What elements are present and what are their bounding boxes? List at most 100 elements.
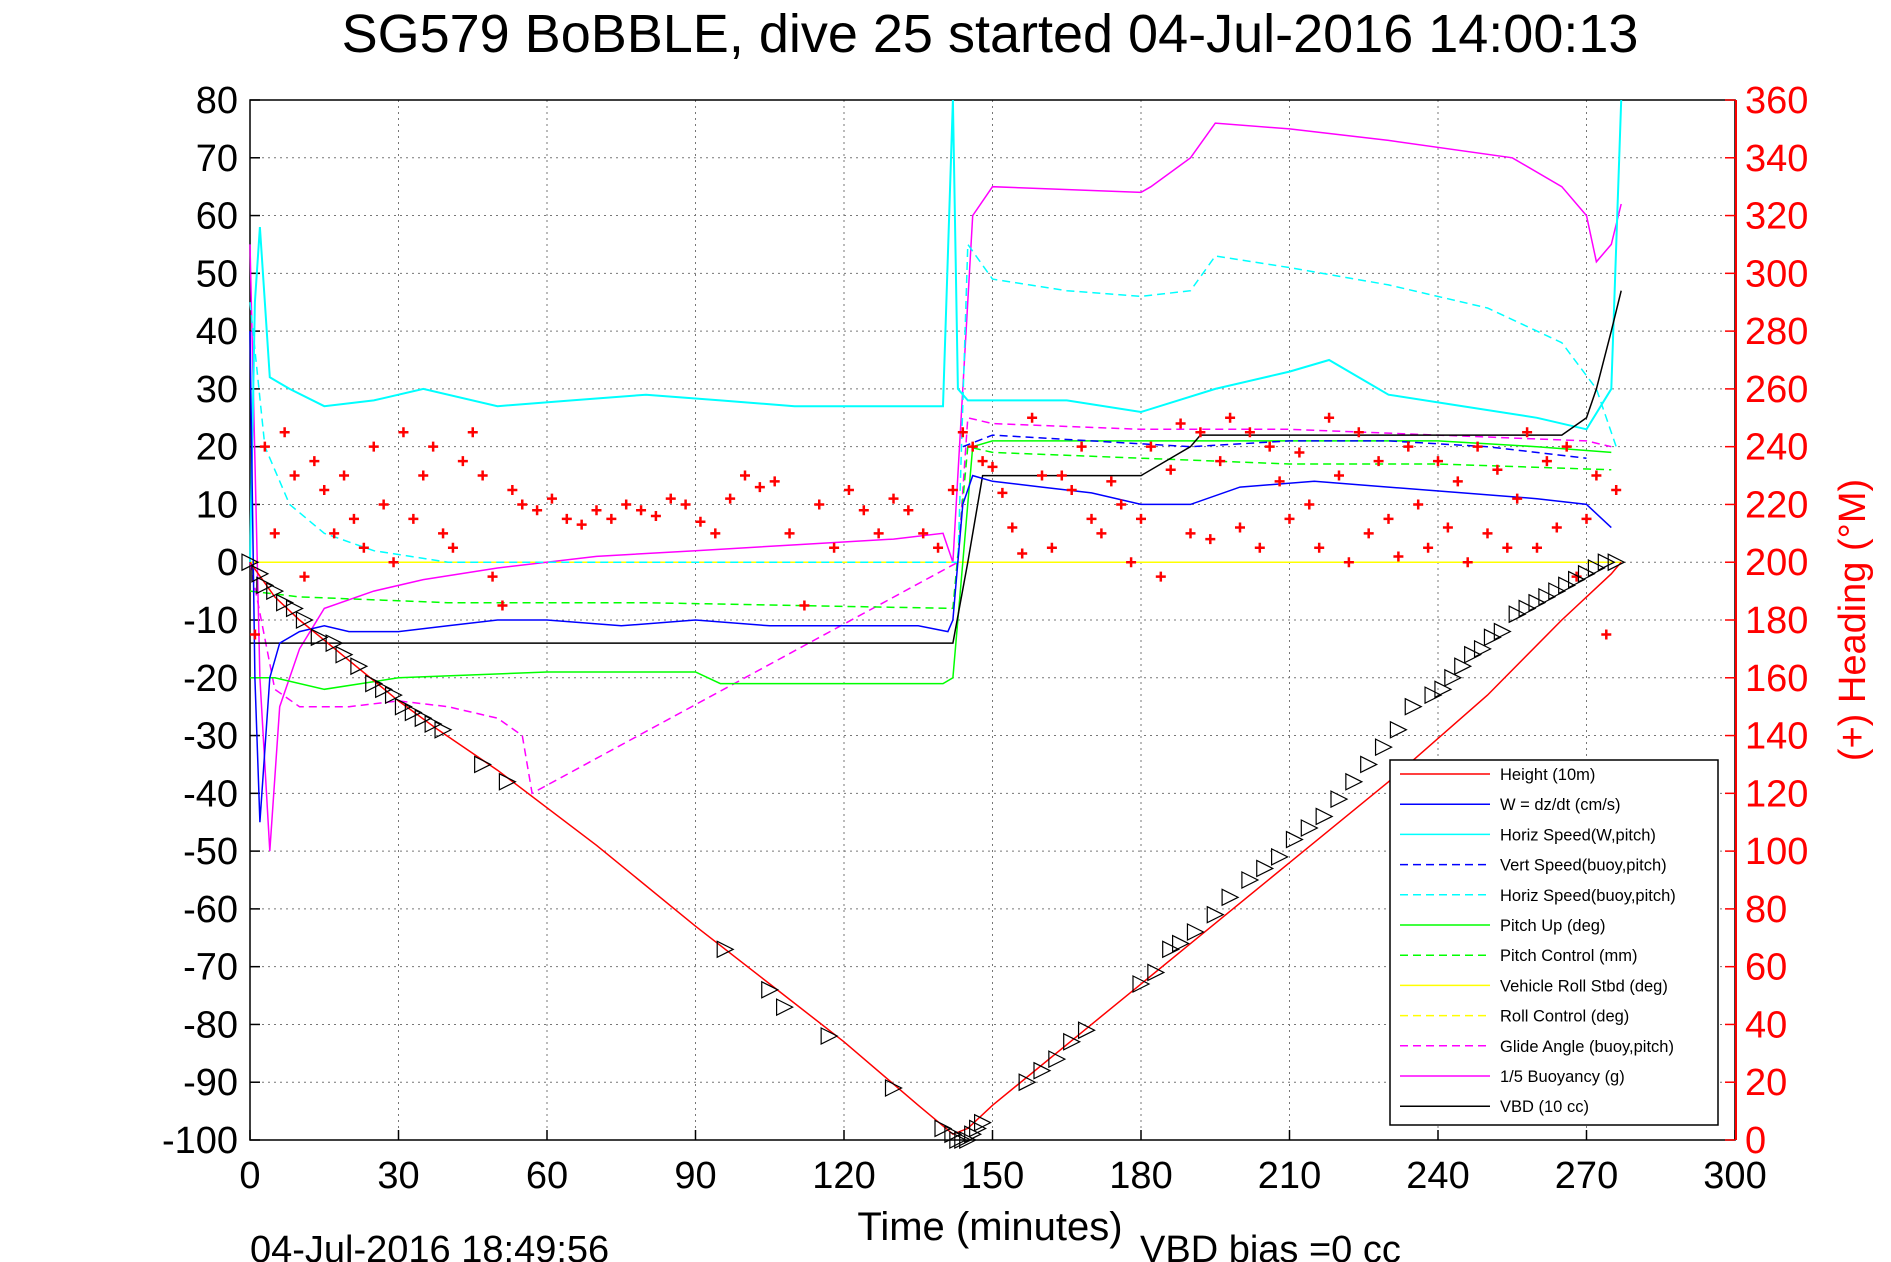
heading-point bbox=[680, 499, 691, 510]
heading-point bbox=[467, 427, 478, 438]
dive-marker bbox=[884, 1079, 903, 1097]
dive-marker bbox=[1162, 940, 1181, 959]
x-tick-label: 0 bbox=[239, 1155, 260, 1197]
x-tick-label: 270 bbox=[1555, 1155, 1618, 1197]
dive-marker bbox=[1454, 657, 1473, 676]
heading-point bbox=[650, 511, 661, 521]
dive-marker bbox=[285, 599, 304, 618]
x-tick-label: 120 bbox=[812, 1155, 875, 1197]
dive-marker bbox=[375, 680, 393, 699]
footer-vbd-bias: VBD bias =0 cc bbox=[1140, 1229, 1401, 1262]
heading-point bbox=[477, 470, 488, 481]
heading-point bbox=[319, 485, 330, 495]
heading-point bbox=[447, 542, 458, 553]
dive-marker bbox=[1221, 888, 1240, 907]
dive-marker bbox=[1587, 559, 1606, 577]
heading-point bbox=[1363, 528, 1374, 539]
heading-point bbox=[1433, 456, 1443, 467]
dive-marker bbox=[1132, 975, 1151, 993]
y2-tick-label: 200 bbox=[1745, 542, 1808, 584]
x-tick-label: 210 bbox=[1258, 1155, 1321, 1197]
heading-point bbox=[665, 493, 676, 504]
heading-point bbox=[348, 513, 359, 524]
dive-marker bbox=[1171, 934, 1190, 953]
heading-point bbox=[339, 470, 350, 481]
heading-point bbox=[517, 499, 528, 510]
y-tick-label: -10 bbox=[183, 600, 238, 642]
legend-entry: Glide Angle (buoy,pitch) bbox=[1500, 1038, 1674, 1056]
dive-marker bbox=[1206, 905, 1225, 924]
y-tick-label: -30 bbox=[183, 716, 238, 758]
heading-point bbox=[1145, 441, 1156, 452]
dive-marker bbox=[973, 1113, 992, 1132]
dive-marker bbox=[1300, 819, 1319, 837]
y2-tick-label: 100 bbox=[1745, 831, 1808, 873]
heading-point bbox=[388, 557, 399, 568]
heading-point bbox=[329, 528, 340, 539]
heading-point bbox=[977, 456, 988, 467]
heading-point bbox=[636, 505, 647, 516]
series-layer bbox=[249, 99, 1623, 1136]
dive-marker bbox=[310, 628, 329, 647]
dive-marker bbox=[1518, 599, 1537, 618]
heading-point bbox=[1106, 476, 1117, 487]
dive-marker bbox=[1374, 738, 1393, 757]
dive-marker bbox=[1434, 680, 1453, 699]
dive-marker bbox=[1464, 645, 1482, 664]
heading-point bbox=[725, 493, 736, 504]
heading-point bbox=[1215, 456, 1226, 467]
y2-tick-label: 360 bbox=[1745, 80, 1808, 122]
legend: Height (10m) W = dz/dt (cm/s) Horiz Speed(… bbox=[1389, 759, 1719, 1126]
x-tick-label: 90 bbox=[674, 1155, 716, 1197]
dive-marker bbox=[295, 611, 314, 629]
heading-point bbox=[1324, 412, 1335, 423]
legend-entry: Horiz Speed(buoy,pitch) bbox=[1500, 887, 1676, 905]
heading-point bbox=[1314, 542, 1325, 553]
heading-point bbox=[606, 513, 617, 524]
dive-marker bbox=[241, 553, 260, 572]
heading-point bbox=[1037, 470, 1047, 481]
dive-marker bbox=[1607, 553, 1626, 572]
heading-point bbox=[799, 600, 810, 611]
dive-marker bbox=[1315, 807, 1334, 826]
y-tick-label: -90 bbox=[183, 1062, 238, 1104]
dive-marker bbox=[1048, 1050, 1067, 1069]
dive-marker bbox=[256, 576, 275, 595]
heading-point bbox=[933, 542, 944, 553]
heading-point bbox=[1126, 557, 1137, 568]
heading-point bbox=[1254, 542, 1265, 553]
heading-point bbox=[1482, 528, 1493, 539]
dive-marker bbox=[1424, 686, 1443, 705]
heading-point bbox=[591, 505, 602, 516]
series-line-w-dz-dt-cm-s bbox=[249, 331, 1612, 823]
heading-point bbox=[784, 528, 795, 539]
heading-point bbox=[1017, 548, 1028, 559]
dive-marker bbox=[1330, 790, 1349, 809]
heading-point bbox=[843, 485, 854, 495]
dive-marker bbox=[1241, 871, 1260, 889]
dive-marker bbox=[1483, 628, 1502, 647]
heading-point bbox=[1274, 476, 1285, 487]
legend-box bbox=[1389, 759, 1719, 1126]
heading-point bbox=[561, 513, 572, 524]
dive-marker bbox=[434, 720, 453, 739]
dive-marker bbox=[1389, 720, 1408, 739]
heading-point bbox=[289, 470, 300, 481]
heading-point bbox=[1096, 528, 1107, 539]
heading-point bbox=[1492, 464, 1503, 475]
heading-point bbox=[1264, 441, 1275, 452]
y-tick-label: -80 bbox=[183, 1004, 238, 1046]
heading-point bbox=[695, 516, 706, 527]
dive-marker bbox=[1404, 697, 1423, 716]
series-line-pitch-up-deg bbox=[250, 440, 1612, 691]
dive-marker bbox=[820, 1027, 839, 1045]
heading-point bbox=[269, 528, 280, 539]
legend-entry: VBD (10 cc) bbox=[1500, 1098, 1589, 1116]
heading-point bbox=[1235, 522, 1245, 533]
heading-point bbox=[1413, 499, 1424, 510]
heading-point bbox=[1611, 485, 1622, 495]
x-tick-label: 150 bbox=[961, 1155, 1024, 1197]
dive-marker bbox=[1063, 1032, 1082, 1051]
y-tick-label: 50 bbox=[196, 253, 238, 295]
heading-point bbox=[1522, 427, 1533, 438]
